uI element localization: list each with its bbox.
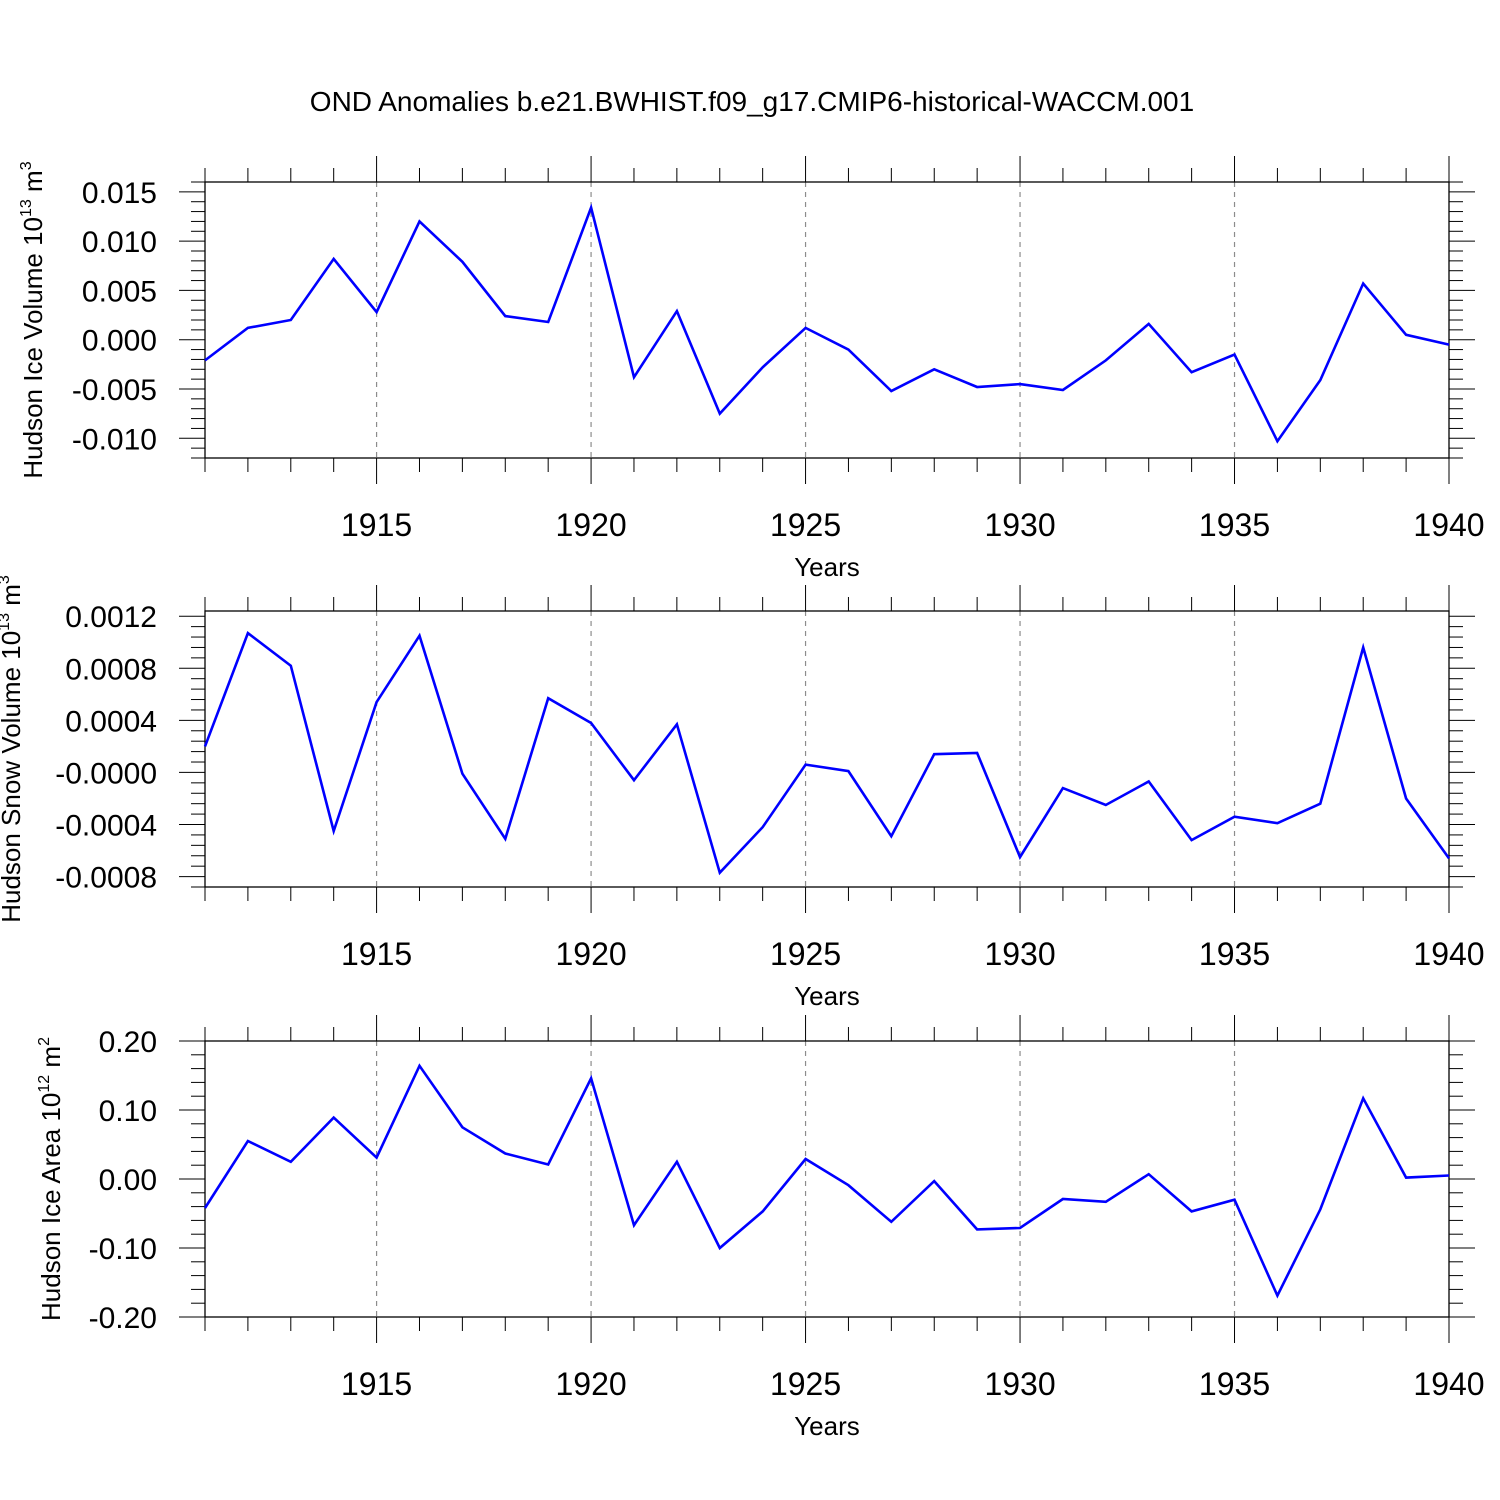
y-tick-label: 0.005 (82, 275, 157, 308)
series-line (204, 203, 1450, 444)
y-tick-label: 0.000 (82, 325, 157, 358)
x-tick-label: 1915 (341, 1366, 412, 1402)
x-tick-label: 1920 (555, 1366, 626, 1402)
y-tick-label: 0.010 (82, 226, 157, 259)
y-tick-label: 0.0004 (65, 705, 157, 738)
y-tick-label: -0.0000 (55, 757, 157, 790)
y-tick-label: -0.0008 (55, 862, 157, 895)
y-axis-label: Hudson Ice Area 1012 m2 (36, 1037, 66, 1321)
y-tick-label: 0.00 (99, 1164, 157, 1197)
x-tick-label: 1930 (984, 507, 1055, 543)
x-tick-label: 1930 (984, 936, 1055, 972)
y-axis-label: Hudson Snow Volume 1013 m3 (0, 575, 26, 923)
x-tick-label: 1935 (1199, 507, 1270, 543)
chart-panel-1: 0.015 0.010 0.005 0.000 -0.005 -0.010 1915 1920… (18, 156, 1485, 582)
y-tick-label: -0.20 (89, 1302, 157, 1335)
x-axis-label: Years (794, 552, 860, 582)
x-axis-label: Years (794, 981, 860, 1011)
x-tick-label: 1940 (1413, 936, 1484, 972)
y-tick-label: 0.10 (99, 1095, 157, 1128)
y-tick-label: 0.0008 (65, 653, 157, 686)
x-tick-label: 1925 (770, 507, 841, 543)
x-tick-label: 1920 (555, 936, 626, 972)
x-tick-label: 1930 (984, 1366, 1055, 1402)
x-tick-label: 1935 (1199, 1366, 1270, 1402)
y-tick-label: 0.20 (99, 1026, 157, 1059)
x-tick-label: 1940 (1413, 1366, 1484, 1402)
panels: 0.015 0.010 0.005 0.000 -0.005 -0.010 1915 1920… (0, 156, 1485, 1441)
y-tick-label: -0.005 (72, 374, 157, 407)
y-tick-label: -0.010 (72, 423, 157, 456)
x-tick-label: 1925 (770, 1366, 841, 1402)
chart-panel-2: 0.0012 0.0008 0.0004 -0.0000 -0.0004 -0.0008 1… (0, 575, 1485, 1011)
y-axis-label: Hudson Ice Volume 1013 m3 (18, 161, 48, 478)
x-axis-label: Years (794, 1411, 860, 1441)
x-tick-label: 1915 (341, 936, 412, 972)
figure-title: OND Anomalies b.e21.BWHIST.f09_g17.CMIP6… (310, 86, 1194, 117)
chart-panel-3: 0.20 0.10 0.00 -0.10 -0.20 1915 1920 1925 1930 19… (36, 1015, 1485, 1441)
x-tick-label: 1920 (555, 507, 626, 543)
series-line (203, 1063, 1450, 1299)
y-tick-label: 0.015 (82, 177, 157, 210)
y-tick-label: -0.0004 (55, 810, 157, 843)
x-tick-label: 1915 (341, 507, 412, 543)
y-tick-label: -0.10 (89, 1233, 157, 1266)
x-tick-label: 1940 (1413, 507, 1484, 543)
x-tick-label: 1935 (1199, 936, 1270, 972)
plot-frame (204, 610, 1450, 888)
x-tick-label: 1925 (770, 936, 841, 972)
y-tick-label: 0.0012 (65, 601, 157, 634)
series-line (203, 631, 1451, 876)
